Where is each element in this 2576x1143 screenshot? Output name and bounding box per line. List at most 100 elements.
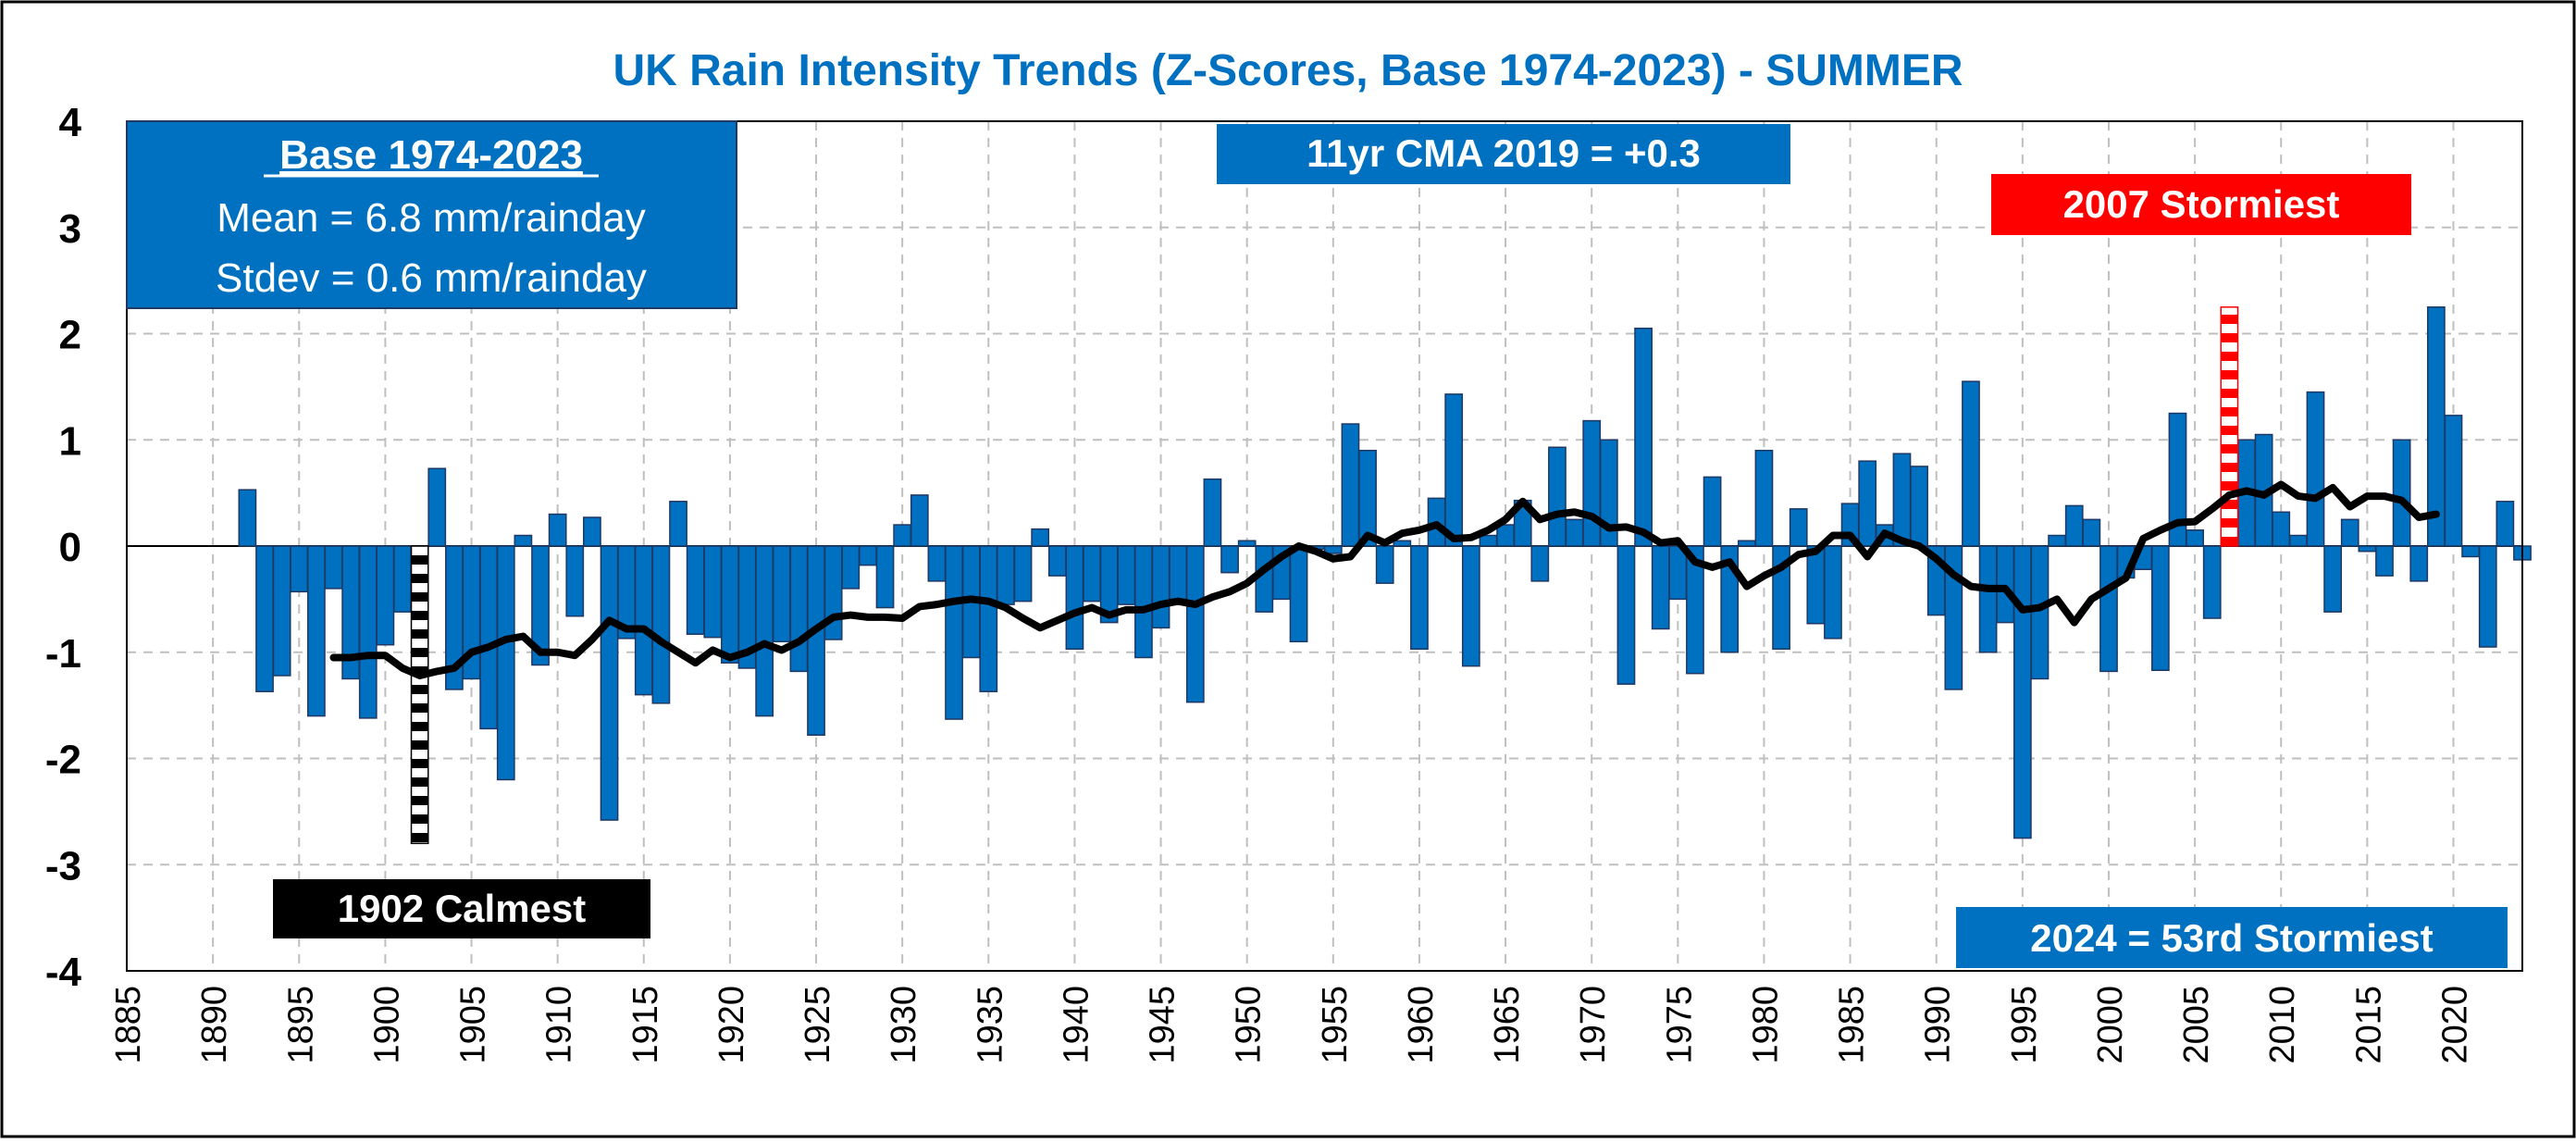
bar — [1461, 545, 1480, 667]
bar — [1203, 478, 1222, 547]
bar — [1323, 545, 1343, 554]
bar — [2012, 545, 2032, 839]
bar — [2306, 391, 2325, 547]
bar-stormiest — [2220, 306, 2239, 547]
x-tick-label: 1990 — [1919, 986, 1958, 1064]
bar — [1910, 466, 1928, 547]
bar — [2202, 545, 2222, 619]
bar — [1169, 545, 1188, 601]
rank-label-box — [1956, 907, 2508, 968]
bar — [721, 545, 739, 664]
y-tick-label: 1 — [59, 418, 81, 464]
bar — [2375, 545, 2394, 577]
bar — [1651, 545, 1670, 630]
x-tick-label: 1935 — [971, 986, 1009, 1064]
bar — [1582, 419, 1602, 547]
base-info-box — [126, 120, 737, 309]
bar — [1599, 439, 1618, 547]
x-tick-label: 1905 — [454, 986, 493, 1064]
stormiest-label-box — [1991, 174, 2411, 235]
bar — [875, 545, 895, 609]
y-tick-label: 0 — [59, 525, 81, 570]
bar — [1996, 545, 2015, 624]
x-tick-label: 1925 — [799, 986, 837, 1064]
bar — [2461, 545, 2480, 558]
bar — [927, 545, 947, 582]
bar — [2496, 501, 2515, 547]
x-tick-label: 1940 — [1057, 986, 1096, 1064]
bar — [2168, 412, 2187, 547]
bar — [1892, 453, 1912, 547]
bar — [238, 489, 257, 547]
cma-label: 11yr CMA 2019 = +0.3 — [1307, 131, 1701, 175]
stormiest-label: 2007 Stormiest — [2063, 182, 2340, 226]
bar — [651, 545, 671, 704]
bar — [1616, 545, 1636, 685]
bar-calmest — [410, 545, 429, 845]
bar — [807, 545, 825, 737]
bar — [600, 545, 619, 821]
bar — [565, 545, 585, 617]
bar — [1065, 545, 1084, 651]
y-axis-tick-labels: -4 -3 -2 -1 0 1 2 3 4 — [45, 100, 82, 995]
bar — [2409, 545, 2429, 582]
bar — [1393, 540, 1412, 547]
y-tick-label: -4 — [45, 950, 82, 995]
bar — [686, 545, 705, 635]
x-tick-label: 2000 — [2091, 986, 2130, 1064]
bar — [290, 545, 309, 593]
bar — [859, 545, 877, 566]
bar — [2288, 534, 2308, 547]
chart-title: UK Rain Intensity Trends (Z-Scores, Base… — [613, 46, 1963, 95]
bar — [2340, 518, 2359, 547]
x-tick-label: 1890 — [195, 986, 234, 1064]
bar — [514, 534, 533, 547]
bar — [2478, 545, 2497, 648]
bar — [2323, 545, 2342, 613]
x-tick-label: 1965 — [1488, 986, 1527, 1064]
bar — [2048, 534, 2066, 547]
bar — [1117, 545, 1136, 605]
bar — [669, 501, 687, 547]
bar — [2444, 415, 2463, 547]
bars-group — [238, 306, 2532, 839]
x-tick-label: 1900 — [367, 986, 406, 1064]
bar — [1737, 540, 1756, 547]
y-tick-label: 3 — [59, 206, 81, 252]
bar — [1031, 528, 1050, 547]
x-tick-label: 1960 — [1402, 986, 1441, 1064]
cma-line — [329, 480, 2440, 679]
bar — [979, 545, 998, 692]
bar — [1255, 545, 1274, 613]
y-tick-label: -1 — [45, 631, 81, 677]
x-tick-label: 1885 — [109, 986, 148, 1064]
bar — [1341, 423, 1360, 547]
bar — [393, 545, 412, 613]
bar — [634, 545, 653, 696]
bar — [1668, 545, 1688, 601]
bar — [2150, 545, 2170, 672]
bar — [1289, 545, 1308, 643]
x-tick-label: 2010 — [2263, 986, 2302, 1064]
bar — [1151, 545, 1170, 629]
bar — [893, 524, 912, 547]
bar — [1237, 540, 1257, 547]
base-info-mean: Mean = 6.8 mm/rainday — [217, 195, 645, 241]
bar — [531, 545, 550, 666]
x-tick-label: 1930 — [885, 986, 923, 1064]
x-tick-label: 2005 — [2177, 986, 2216, 1064]
bar — [496, 545, 515, 781]
x-tick-label: 1955 — [1316, 986, 1355, 1064]
bar — [2358, 545, 2377, 553]
bar — [324, 545, 343, 590]
x-tick-label: 1980 — [1746, 986, 1785, 1064]
bar — [772, 545, 791, 643]
bar — [1496, 524, 1515, 547]
bar — [2082, 518, 2101, 547]
y-tick-label: 2 — [59, 313, 81, 358]
y-tick-label: -2 — [45, 738, 81, 783]
bar — [1047, 545, 1067, 577]
bar — [1858, 460, 1877, 547]
calmest-label-box — [273, 879, 650, 938]
